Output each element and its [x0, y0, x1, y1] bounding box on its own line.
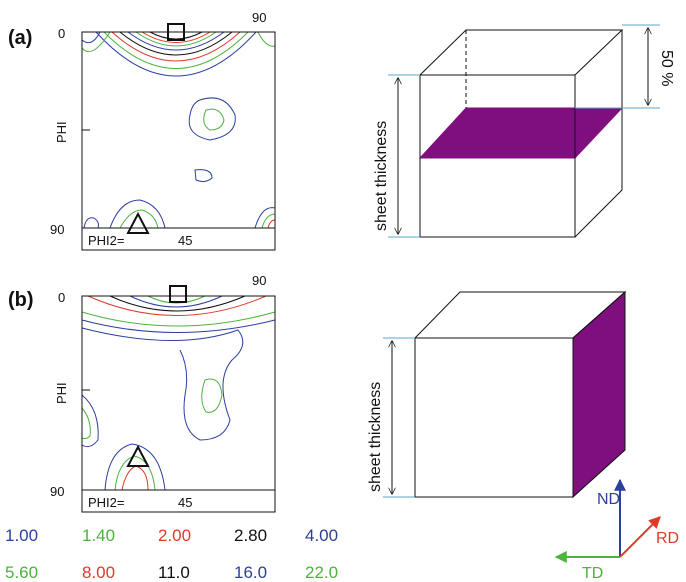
phi1-end: 90 — [252, 10, 266, 25]
phi-end: 90 — [50, 222, 64, 237]
phi-end: 90 — [50, 484, 64, 499]
legend-entry: 1.00 — [5, 526, 38, 545]
frame — [82, 24, 275, 250]
legend: 1.00 1.40 2.00 2.80 4.00 5.60 8.00 11.0 16.0 22.0 — [5, 526, 338, 582]
legend-entry: 1.40 — [82, 526, 115, 545]
cube-a — [388, 25, 660, 237]
axis-label: PHI — [54, 382, 69, 404]
legend-entry: 2.80 — [234, 526, 267, 545]
section-label: PHI2= — [88, 233, 125, 248]
legend-entry: 2.00 — [158, 526, 191, 545]
rd-label: RD — [656, 530, 679, 547]
thickness-label: sheet thickness — [373, 121, 390, 231]
phi-start: 0 — [58, 290, 65, 305]
thickness-label: sheet thickness — [367, 382, 384, 492]
frame — [82, 286, 275, 512]
section-label: PHI2= — [88, 495, 125, 510]
phi-start: 0 — [58, 26, 65, 41]
legend-entry: 22.0 — [305, 563, 338, 582]
contours — [82, 296, 275, 490]
axis-label: PHI — [54, 121, 69, 143]
contours — [82, 32, 275, 228]
section-value: 45 — [178, 495, 192, 510]
figure: (a) 0 90 90 PHI PHI2= 45 (b) 0 90 90 PHI… — [0, 0, 686, 582]
legend-entry: 16.0 — [234, 563, 267, 582]
nd-label: ND — [597, 491, 620, 508]
legend-entry: 11.0 — [158, 563, 190, 582]
phi1-end: 90 — [252, 273, 266, 288]
section-value: 45 — [178, 233, 192, 248]
panel-label: (b) — [8, 289, 34, 311]
panel-label: (a) — [8, 27, 32, 49]
td-label: TD — [582, 565, 603, 582]
odf-section-b: (b) 0 90 90 PHI PHI2= 45 — [8, 273, 275, 512]
odf-section-a: (a) 0 90 90 PHI PHI2= 45 — [8, 10, 275, 250]
cut-label: 50 % — [658, 50, 675, 86]
legend-entry: 4.00 — [305, 526, 338, 545]
legend-entry: 5.60 — [5, 563, 38, 582]
cube-b — [383, 292, 625, 497]
legend-entry: 8.00 — [82, 563, 115, 582]
